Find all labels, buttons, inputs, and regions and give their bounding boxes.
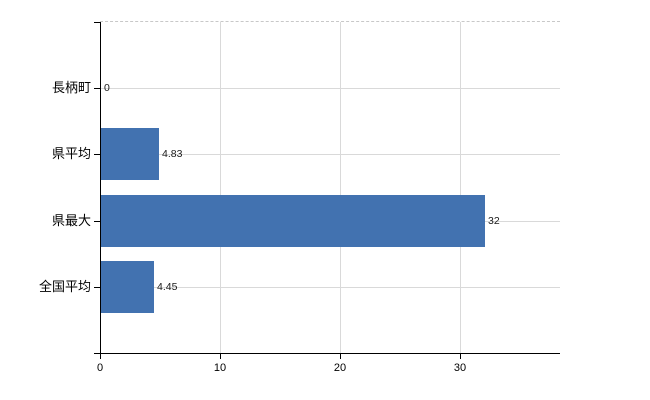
gridline-vertical (220, 22, 221, 353)
category-label: 全国平均 (38, 279, 91, 294)
bar-value-label: 32 (488, 215, 500, 227)
y-axis-tick (94, 287, 100, 288)
gridline-horizontal (100, 88, 560, 89)
gridline-vertical (340, 22, 341, 353)
x-axis-tick (220, 354, 221, 359)
bar-value-label: 0 (104, 82, 110, 94)
y-axis-tick (94, 88, 100, 89)
y-axis-tick (94, 154, 100, 155)
y-axis-endcap-bottom (94, 353, 100, 354)
category-label: 県平均 (51, 146, 91, 161)
bar-2 (101, 195, 485, 247)
y-axis-endcap-top (94, 22, 100, 23)
gridline-horizontal (100, 287, 560, 288)
x-axis-line (100, 353, 560, 354)
bar-3 (101, 261, 154, 313)
y-axis-tick (94, 221, 100, 222)
bar-1 (101, 128, 159, 180)
x-axis-tick (100, 354, 101, 359)
gridline-vertical (460, 22, 461, 353)
bar-value-label: 4.45 (157, 281, 178, 293)
x-axis-tick-label: 30 (453, 362, 467, 374)
gridline-horizontal (100, 154, 560, 155)
category-label: 県最大 (51, 213, 91, 228)
x-axis-tick-label: 0 (96, 362, 104, 374)
x-axis-tick-label: 10 (213, 362, 227, 374)
x-axis-tick (340, 354, 341, 359)
y-axis-line (100, 22, 101, 353)
x-axis-tick-label: 20 (333, 362, 347, 374)
bar-value-label: 4.83 (162, 148, 183, 160)
x-axis-tick (460, 354, 461, 359)
plot-border-top (100, 21, 560, 22)
category-label: 長柄町 (51, 80, 91, 95)
